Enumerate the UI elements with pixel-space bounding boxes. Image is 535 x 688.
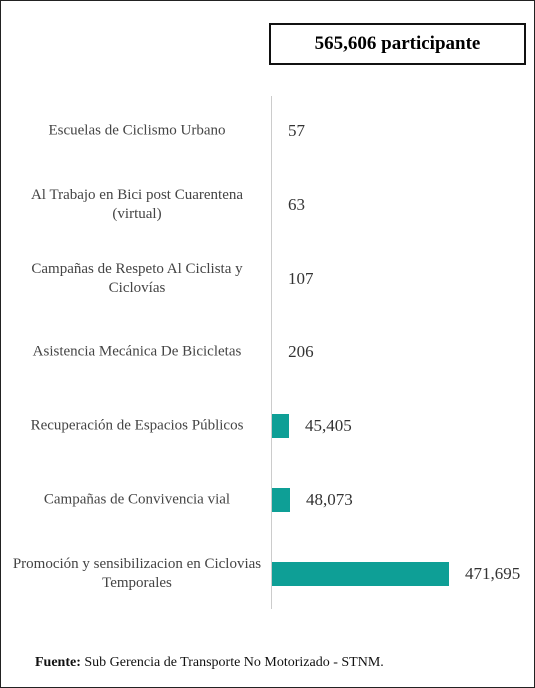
chart-title: 565,606 participante [269,23,526,65]
source-text: Sub Gerencia de Transporte No Motorizado… [84,655,384,670]
category-label: Al Trabajo en Bici post Cuarentena (virt… [30,186,244,222]
category-label: Asistencia Mecánica De Bicicletas [32,343,242,360]
bar [272,414,290,439]
category-label: Escuelas de Ciclismo Urbano [48,122,226,139]
value-label: 45,405 [305,416,352,436]
value-label: 63 [288,194,306,214]
source: Fuente: Sub Gerencia de Transporte No Mo… [35,655,384,671]
category-label: Recuperación de Espacios Públicos [30,417,244,434]
value-label: 107 [288,268,314,288]
axis-line [271,96,272,609]
category-label: Campañas de Respeto Al Ciclista y Ciclov… [31,260,243,296]
value-label: 471,695 [465,563,521,583]
bar [272,561,449,586]
category-label: Campañas de Convivencia vial [43,491,231,508]
value-label: 57 [288,121,306,140]
value-label: 48,073 [306,490,353,509]
value-label: 206 [288,342,314,362]
bar [272,488,291,512]
source-label: Fuente: [35,655,81,670]
category-label: Promoción y sensibilizacion en Ciclovias… [12,555,262,591]
